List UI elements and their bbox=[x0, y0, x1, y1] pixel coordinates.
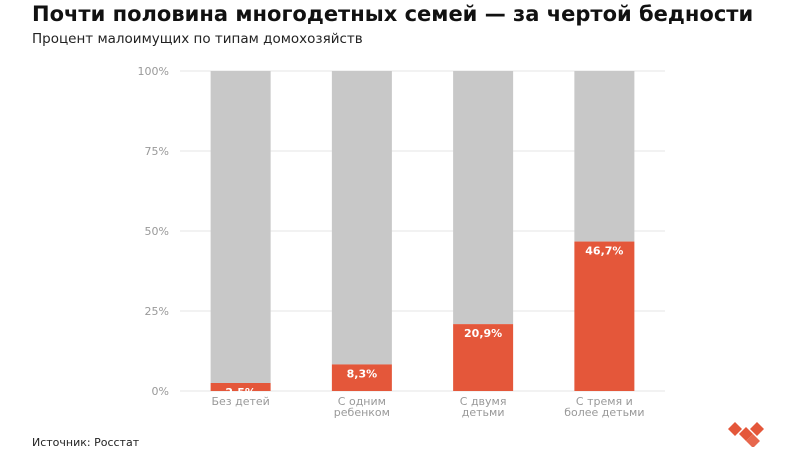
bar-remainder bbox=[453, 71, 514, 325]
source-note: Источник: Росстат bbox=[32, 436, 140, 449]
data-label: 46,7% bbox=[585, 245, 623, 258]
bar-remainder bbox=[331, 71, 392, 365]
y-tick-label: 0% bbox=[152, 385, 169, 398]
bar-remainder bbox=[574, 71, 635, 242]
x-tick-label: Без детей bbox=[211, 395, 269, 408]
y-tick-label: 75% bbox=[145, 145, 169, 158]
x-tick-label: С двумя bbox=[460, 395, 507, 408]
y-tick-label: 25% bbox=[145, 305, 169, 318]
x-tick-label: С тремя и bbox=[576, 395, 633, 408]
x-tick-label: детьми bbox=[462, 406, 505, 419]
data-label: 20,9% bbox=[464, 327, 502, 340]
x-tick-label: С одним bbox=[338, 395, 386, 408]
bar-remainder bbox=[210, 71, 271, 383]
y-tick-label: 50% bbox=[145, 225, 169, 238]
y-tick-label: 100% bbox=[138, 65, 169, 78]
x-tick-label: ребенком bbox=[334, 406, 390, 419]
bar-value bbox=[210, 383, 271, 391]
bar-value bbox=[331, 364, 392, 391]
data-label: 8,3% bbox=[347, 367, 378, 380]
chart-title: Почти половина многодетных семей — за че… bbox=[32, 2, 754, 26]
data-label: 2,5% bbox=[225, 386, 256, 399]
x-tick-label: более детьми bbox=[564, 406, 644, 419]
bar-value bbox=[574, 241, 635, 391]
logo-icon bbox=[728, 422, 764, 447]
bar-value bbox=[453, 324, 514, 391]
chart-subtitle: Процент малоимущих по типам домохозяйств bbox=[32, 31, 363, 47]
